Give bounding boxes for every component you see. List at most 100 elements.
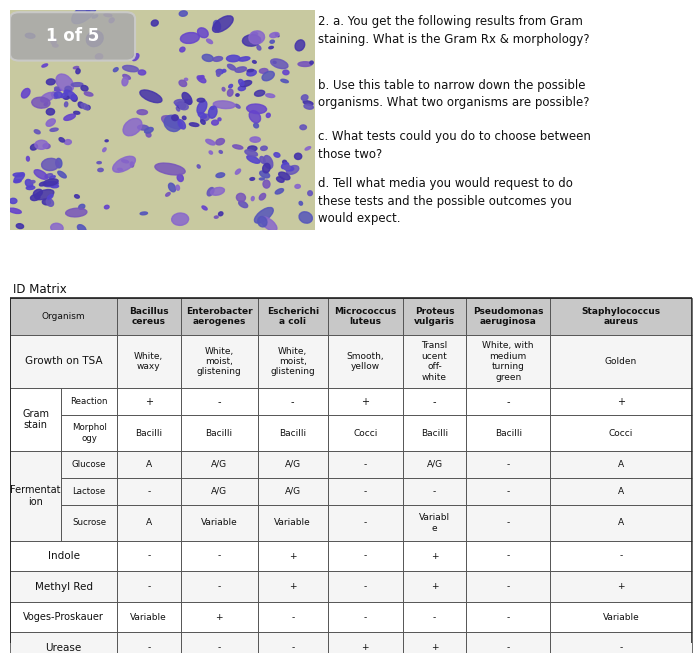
Bar: [10, 334, 117, 389]
Ellipse shape: [248, 146, 257, 151]
Bar: [117, 415, 181, 451]
Ellipse shape: [253, 123, 258, 128]
Ellipse shape: [155, 163, 186, 175]
Ellipse shape: [52, 44, 58, 47]
Text: Variabl
e: Variabl e: [419, 513, 450, 533]
Ellipse shape: [260, 146, 267, 150]
Ellipse shape: [65, 86, 71, 91]
Bar: [466, 478, 550, 505]
Ellipse shape: [299, 201, 302, 205]
Ellipse shape: [250, 178, 255, 180]
Text: Sucrose: Sucrose: [72, 518, 106, 528]
Ellipse shape: [197, 165, 200, 168]
Bar: [117, 505, 181, 541]
Ellipse shape: [56, 159, 62, 168]
Ellipse shape: [10, 199, 17, 204]
Bar: [10, 571, 117, 602]
Ellipse shape: [299, 212, 312, 223]
Ellipse shape: [202, 206, 207, 210]
Ellipse shape: [184, 78, 188, 80]
Ellipse shape: [35, 189, 54, 200]
Ellipse shape: [78, 204, 85, 209]
Text: Cocci: Cocci: [353, 428, 377, 438]
Bar: [117, 505, 181, 541]
Ellipse shape: [211, 187, 225, 195]
Ellipse shape: [103, 148, 106, 151]
Bar: [258, 478, 328, 505]
Bar: [258, 478, 328, 505]
Text: White,
waxy: White, waxy: [134, 352, 163, 371]
Ellipse shape: [64, 90, 76, 99]
Text: -: -: [433, 613, 436, 622]
Ellipse shape: [227, 56, 240, 62]
Ellipse shape: [260, 217, 277, 231]
Ellipse shape: [177, 174, 183, 182]
Ellipse shape: [257, 46, 261, 50]
Text: -: -: [433, 487, 436, 496]
Bar: [258, 334, 328, 389]
Ellipse shape: [25, 180, 33, 187]
Ellipse shape: [263, 180, 270, 188]
Ellipse shape: [64, 114, 76, 120]
Ellipse shape: [300, 125, 307, 130]
Bar: [402, 451, 466, 478]
Text: Cocci: Cocci: [609, 428, 634, 438]
Bar: [258, 571, 328, 602]
Ellipse shape: [218, 212, 223, 215]
Ellipse shape: [64, 96, 69, 99]
Bar: [181, 541, 258, 571]
Ellipse shape: [249, 31, 265, 44]
Bar: [181, 602, 258, 633]
Text: -: -: [218, 582, 220, 591]
Text: c. What tests could you do to choose between
those two?: c. What tests could you do to choose bet…: [318, 130, 591, 161]
Ellipse shape: [283, 70, 289, 74]
Ellipse shape: [164, 116, 181, 131]
Ellipse shape: [137, 110, 148, 115]
Ellipse shape: [249, 110, 260, 123]
Text: Variable: Variable: [130, 613, 167, 622]
Ellipse shape: [245, 150, 258, 156]
Ellipse shape: [172, 115, 178, 121]
Bar: [62, 415, 117, 451]
Text: Bacilli: Bacilli: [279, 428, 307, 438]
Ellipse shape: [298, 62, 312, 67]
Ellipse shape: [286, 166, 299, 174]
Bar: [402, 415, 466, 451]
Ellipse shape: [104, 14, 112, 17]
Ellipse shape: [222, 88, 225, 91]
Bar: [466, 505, 550, 541]
Ellipse shape: [269, 46, 273, 49]
Bar: [10, 633, 117, 653]
Ellipse shape: [27, 157, 29, 161]
Bar: [181, 451, 258, 478]
Ellipse shape: [166, 193, 170, 196]
Text: -: -: [291, 643, 294, 652]
Ellipse shape: [207, 187, 214, 196]
Bar: [550, 298, 692, 334]
Bar: [402, 415, 466, 451]
Ellipse shape: [216, 138, 225, 145]
Ellipse shape: [266, 94, 274, 97]
Ellipse shape: [34, 130, 40, 134]
Ellipse shape: [122, 160, 129, 163]
Ellipse shape: [118, 168, 122, 170]
Bar: [466, 633, 550, 653]
Text: Micrococcus
luteus: Micrococcus luteus: [334, 307, 396, 326]
Ellipse shape: [64, 140, 71, 144]
Bar: [328, 415, 402, 451]
Bar: [550, 541, 692, 571]
Text: -: -: [364, 460, 367, 469]
Ellipse shape: [71, 95, 77, 101]
Bar: [258, 415, 328, 451]
Bar: [550, 505, 692, 541]
Text: Urease: Urease: [46, 643, 82, 653]
Text: Bacilli: Bacilli: [206, 428, 232, 438]
Text: -: -: [291, 397, 295, 407]
Text: +: +: [216, 613, 223, 622]
Ellipse shape: [177, 102, 186, 109]
Bar: [466, 541, 550, 571]
Bar: [117, 389, 181, 415]
Bar: [10, 389, 62, 451]
Bar: [328, 298, 402, 334]
Bar: [402, 334, 466, 389]
